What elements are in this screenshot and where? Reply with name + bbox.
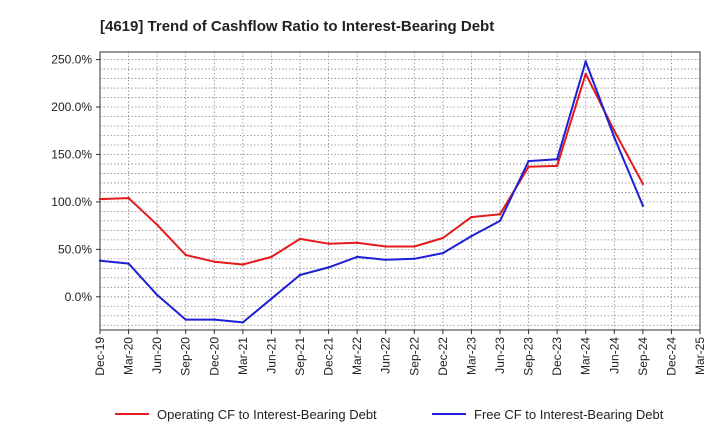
x-tick-label: Dec-24 [664, 337, 678, 376]
data-point [298, 273, 302, 277]
x-tick-label: Sep-24 [636, 337, 650, 376]
x-tick-label: Jun-20 [150, 337, 164, 374]
x-tick-label: Jun-21 [264, 337, 278, 374]
data-point [584, 72, 587, 76]
x-tick-label: Jun-22 [379, 337, 393, 374]
x-tick-label: Dec-21 [322, 337, 336, 376]
x-tick-label: Dec-23 [550, 337, 564, 376]
series-line-operating-cf [99, 72, 644, 266]
legend-label: Operating CF to Interest-Bearing Debt [157, 407, 377, 422]
data-point [155, 223, 159, 226]
data-point [98, 197, 102, 201]
data-point [241, 263, 245, 266]
y-axis: 0.0% 50.0% 100.0% 150.0% 200.0% 250.0% [51, 53, 100, 304]
data-point [270, 297, 273, 300]
x-tick-label: Sep-21 [293, 337, 307, 376]
x-tick-label: Jun-24 [607, 337, 621, 374]
data-point [155, 293, 159, 297]
x-tick-label: Mar-24 [579, 337, 593, 375]
data-point [413, 257, 416, 261]
data-point [355, 255, 359, 259]
data-point [98, 259, 102, 262]
x-tick-label: Dec-22 [436, 337, 450, 376]
x-tick-label: Mar-22 [350, 337, 364, 375]
data-point [355, 241, 359, 244]
x-tick-label: Mar-23 [464, 337, 478, 375]
data-point [613, 136, 616, 139]
x-tick-label: Dec-19 [93, 337, 107, 376]
data-point [613, 129, 616, 132]
data-point [441, 236, 445, 240]
data-point [384, 258, 387, 261]
y-tick-label: 250.0% [51, 53, 92, 67]
series-line-free-cf [99, 60, 644, 324]
plot-area [99, 51, 701, 331]
y-tick-label: 200.0% [51, 100, 92, 114]
y-tick-label: 50.0% [58, 242, 92, 256]
x-tick-label: Dec-20 [207, 337, 221, 376]
data-point [498, 219, 502, 223]
data-point [470, 234, 473, 238]
chart-title: [4619] Trend of Cashflow Ratio to Intere… [100, 18, 494, 35]
legend: Operating CF to Interest-Bearing Debt Fre… [115, 407, 664, 422]
data-point [441, 251, 445, 255]
data-point [184, 253, 187, 257]
x-tick-label: Sep-22 [407, 337, 421, 376]
x-tick-label: Mar-21 [236, 337, 250, 375]
legend-label: Free CF to Interest-Bearing Debt [474, 407, 664, 422]
data-point [241, 321, 245, 324]
data-point [527, 159, 530, 163]
data-point [384, 245, 387, 248]
data-point [584, 60, 587, 63]
data-point [270, 255, 273, 259]
y-tick-label: 150.0% [51, 147, 92, 161]
data-point [127, 196, 130, 200]
data-point [413, 245, 416, 248]
x-axis: Dec-19 Mar-20 Jun-20 Sep-20 Dec-20 Mar-21 Jun-… [93, 330, 707, 376]
y-tick-label: 0.0% [65, 290, 93, 304]
x-tick-label: Sep-23 [522, 337, 536, 376]
grid [100, 52, 700, 330]
x-tick-label: Sep-20 [179, 337, 193, 376]
data-point [470, 215, 473, 219]
data-point [641, 182, 645, 186]
data-point [298, 237, 302, 241]
data-point [327, 266, 330, 269]
data-point [127, 262, 130, 265]
data-point [498, 213, 502, 216]
y-tick-label: 100.0% [51, 195, 92, 209]
data-point [213, 260, 216, 263]
data-point [527, 165, 530, 169]
x-tick-label: Mar-25 [693, 337, 707, 375]
data-point [327, 242, 330, 245]
x-tick-label: Mar-20 [122, 337, 136, 375]
data-point [184, 318, 187, 321]
x-tick-label: Jun-23 [493, 337, 507, 374]
data-point [555, 164, 559, 168]
data-point [213, 318, 216, 321]
series-lines [98, 60, 645, 324]
data-point [555, 158, 559, 161]
data-point [641, 204, 645, 207]
